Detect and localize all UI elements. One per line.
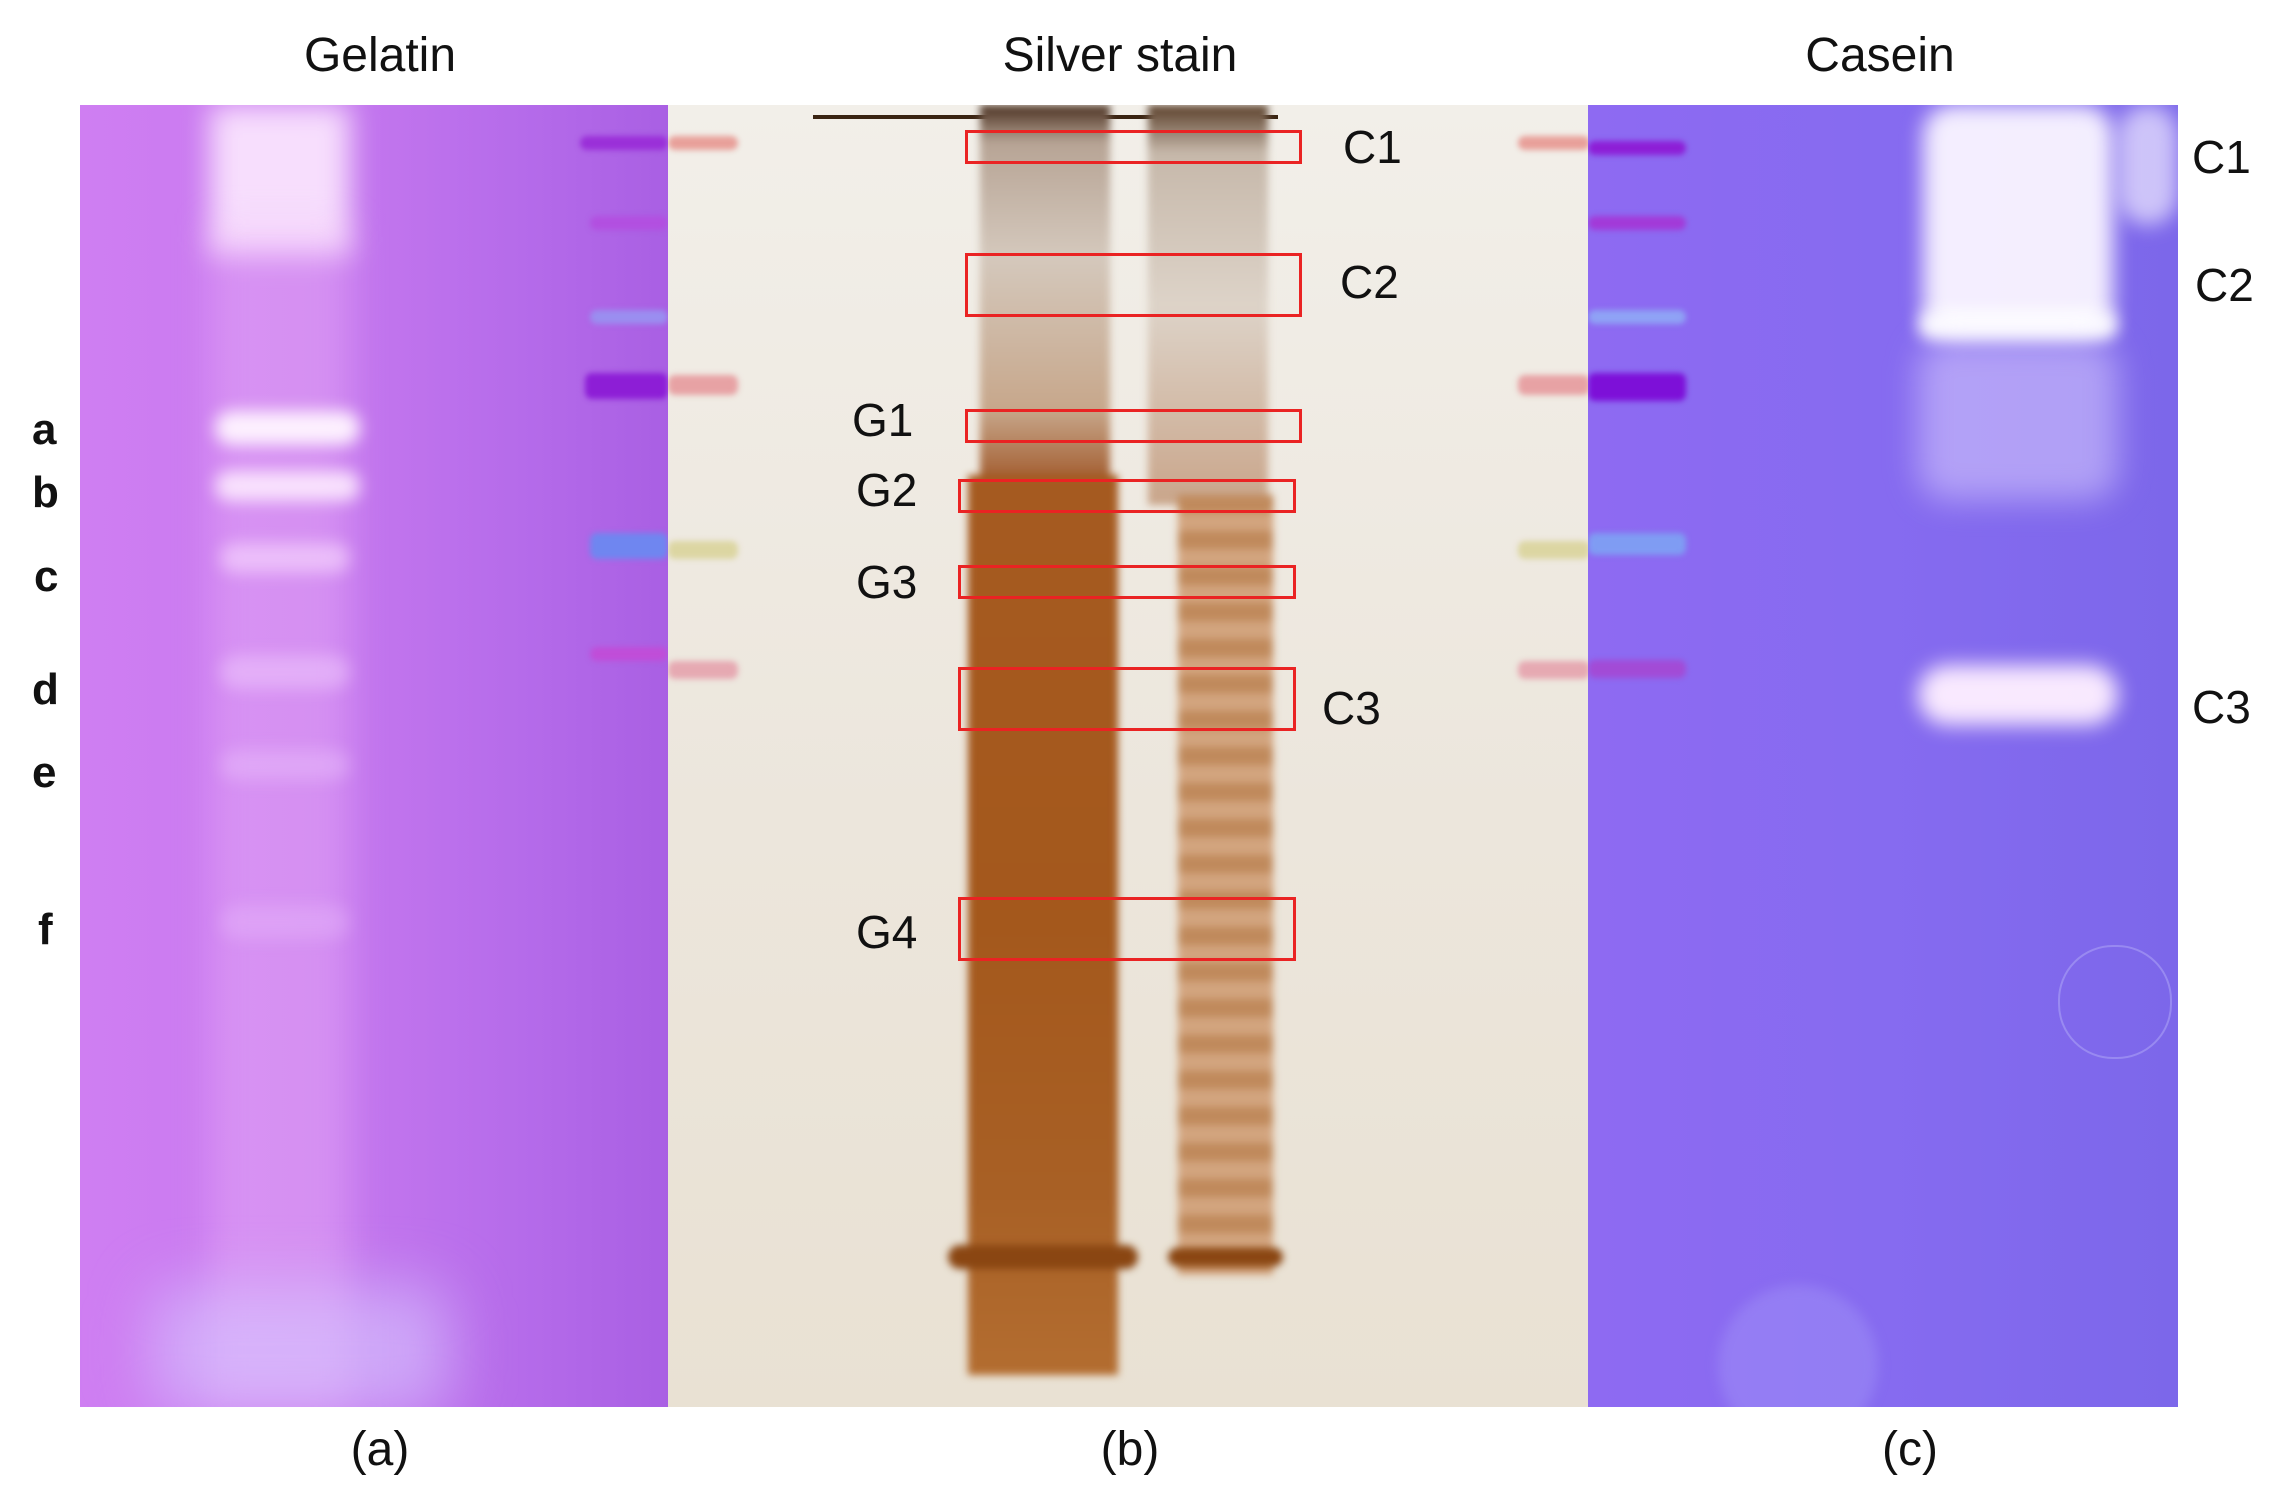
box-g2	[958, 479, 1296, 513]
silver-lane-1-top	[980, 105, 1110, 485]
gelatin-label-a: a	[32, 405, 57, 454]
silver-right-marker-band	[1518, 661, 1590, 679]
silver-left-marker-band	[668, 136, 738, 150]
gelatin-marker-band	[590, 533, 668, 559]
silver-lane-2-front	[1168, 1248, 1283, 1266]
gelatin-label-b: b	[32, 468, 59, 517]
gelatin-label-e: e	[32, 748, 57, 797]
casein-marker-band	[1588, 310, 1686, 324]
label-c2: C2	[1340, 256, 1399, 308]
gelatin-marker-band	[585, 373, 668, 399]
casein-smear-below-c2	[1918, 340, 2118, 500]
silver-right-marker-band	[1518, 375, 1590, 395]
gelatin-marker-band	[590, 647, 668, 661]
casein-marker-band	[1588, 216, 1686, 230]
gelatin-band-e	[220, 750, 350, 780]
casein-marker-band	[1588, 373, 1686, 401]
gelatin-band-a	[215, 411, 360, 445]
silver-stain-gel-image	[668, 105, 1590, 1407]
casein-label-c2: C2	[2195, 259, 2254, 311]
silver-lane-2-body	[1178, 495, 1273, 1275]
gelatin-lane-haze	[210, 225, 350, 1405]
gelatin-band-d	[220, 655, 350, 689]
box-g4	[958, 897, 1296, 961]
panel-b-caption: (b)	[1100, 1423, 1160, 1476]
box-g1	[965, 409, 1302, 443]
gelatin-marker-band	[580, 136, 668, 150]
panel-c-caption: (c)	[1882, 1423, 1938, 1476]
casein-band-c2-edge	[1918, 310, 2118, 340]
casein-bubble	[2058, 945, 2172, 1059]
silver-lane-2-top	[1148, 105, 1268, 505]
box-c3	[958, 667, 1296, 731]
casein-label-c3: C3	[2192, 681, 2251, 733]
panel-a-caption: (a)	[350, 1423, 410, 1476]
box-g3	[958, 565, 1296, 599]
casein-clear-zone-c2	[1923, 105, 2113, 335]
gelatin-band-f	[220, 905, 350, 939]
gelatin-band-c	[220, 543, 350, 573]
gelatin-marker-band	[590, 310, 668, 324]
label-g1: G1	[852, 394, 914, 446]
label-c3: C3	[1322, 682, 1381, 734]
silver-left-marker-band	[668, 661, 738, 679]
panel-b-title: Silver stain	[1002, 29, 1238, 82]
gelatin-zymogram-image	[80, 105, 670, 1407]
gelatin-lane-clear-zone	[210, 105, 350, 255]
box-c1	[965, 130, 1302, 164]
label-g4: G4	[856, 906, 918, 958]
casein-label-c1: C1	[2192, 131, 2251, 183]
label-c1: C1	[1343, 121, 1402, 173]
gelatin-band-b	[215, 471, 360, 501]
silver-left-marker-band	[668, 541, 738, 559]
silver-left-marker-band	[668, 375, 738, 395]
casein-zymogram-image	[1588, 105, 2178, 1407]
casein-marker-band	[1588, 533, 1686, 555]
gelatin-label-f: f	[38, 905, 53, 954]
casein-right-lane-clear	[2118, 105, 2178, 225]
casein-marker-band	[1588, 141, 1686, 155]
gelatin-marker-band	[590, 216, 668, 230]
gelatin-label-d: d	[32, 665, 59, 714]
silver-right-marker-band	[1518, 136, 1590, 150]
casein-marker-band	[1588, 660, 1686, 678]
panel-a-title: Gelatin	[303, 29, 457, 82]
box-c2	[965, 253, 1302, 317]
label-g3: G3	[856, 556, 918, 608]
casein-band-c3	[1918, 665, 2118, 725]
casein-bubble	[1718, 1285, 1878, 1407]
silver-right-marker-band	[1518, 541, 1590, 559]
gelatin-bottom-glow	[150, 1285, 450, 1407]
panel-c-title: Casein	[1805, 29, 1955, 82]
silver-lane-1-body	[968, 475, 1118, 1375]
label-g2: G2	[856, 464, 918, 516]
silver-lane-1-front	[948, 1245, 1138, 1269]
gelatin-label-c: c	[34, 552, 59, 601]
